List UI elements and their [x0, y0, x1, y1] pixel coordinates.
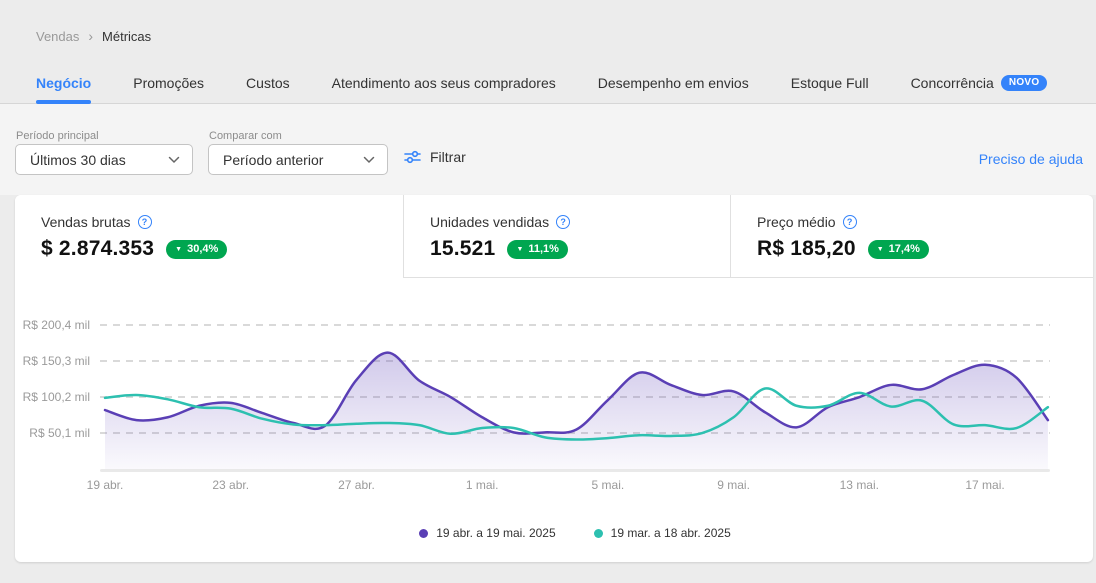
help-link[interactable]: Preciso de ajuda [978, 151, 1083, 167]
compare-label: Comparar com [209, 130, 282, 142]
card-label: Unidades vendidas [430, 214, 550, 230]
tab-custos[interactable]: Custos [246, 74, 290, 91]
legend-label: 19 abr. a 19 mai. 2025 [436, 526, 556, 540]
legend-dot-icon [593, 528, 603, 538]
card-value: 15.521 [430, 237, 496, 260]
sliders-icon [404, 150, 421, 164]
x-axis-tick-label: 19 abr. [86, 478, 124, 492]
arrow-down-icon [175, 243, 182, 255]
x-axis-tick-label: 1 mai. [465, 478, 499, 492]
card-value: R$ 185,20 [757, 237, 856, 260]
y-axis-tick-label: R$ 200,4 mil [22, 318, 90, 332]
chevron-down-icon [363, 156, 375, 163]
tab-bar: Negócio Promoções Custos Atendimento aos… [0, 62, 1096, 104]
help-icon[interactable] [137, 215, 152, 229]
arrow-down-icon [877, 243, 884, 255]
metrics-panel: Vendas brutas $ 2.874.353 30,4% Unidades… [15, 195, 1093, 562]
legend-dot-icon [419, 528, 429, 538]
legend-item: 19 mar. a 18 abr. 2025 [593, 526, 731, 540]
card-vendas-brutas[interactable]: Vendas brutas $ 2.874.353 30,4% [15, 195, 403, 278]
arrow-down-icon [516, 243, 523, 255]
y-axis-tick-label: R$ 150,3 mil [22, 354, 90, 368]
x-axis-tick-label: 27 abr. [338, 478, 375, 492]
period-label: Período principal [16, 130, 99, 142]
compare-select[interactable]: Período anterior [208, 144, 388, 175]
breadcrumb: Vendas Métricas [36, 28, 151, 44]
tab-desempenho-envios[interactable]: Desempenho em envios [597, 74, 749, 91]
breadcrumb-current: Métricas [102, 28, 152, 44]
tab-concorrencia[interactable]: Concorrência NOVO [911, 62, 1048, 104]
gridline [100, 360, 1050, 362]
card-label: Preço médio [757, 214, 836, 230]
delta-badge: 30,4% [166, 239, 228, 259]
chevron-down-icon [168, 156, 180, 163]
sales-comparison-chart [103, 351, 1050, 469]
period-select[interactable]: Últimos 30 dias [15, 144, 193, 175]
y-axis-tick-label: R$ 100,2 mil [22, 390, 90, 404]
series-area-fill [105, 352, 1048, 469]
card-unidades-vendidas[interactable]: Unidades vendidas 15.521 11,1% [403, 195, 731, 278]
x-axis-tick-label: 23 abr. [212, 478, 250, 492]
metric-cards: Vendas brutas $ 2.874.353 30,4% Unidades… [15, 195, 1093, 278]
tab-promocoes[interactable]: Promoções [133, 74, 205, 91]
gridline [100, 396, 1050, 398]
tab-estoque-full[interactable]: Estoque Full [790, 74, 869, 91]
novo-badge: NOVO [1000, 74, 1048, 91]
chevron-right-icon [88, 28, 93, 44]
legend-label: 19 mar. a 18 abr. 2025 [610, 526, 731, 540]
legend-item: 19 abr. a 19 mai. 2025 [419, 526, 556, 540]
card-preco-medio[interactable]: Preço médio R$ 185,20 17,4% [731, 195, 1093, 278]
gridline [100, 324, 1050, 326]
delta-badge: 17,4% [867, 239, 929, 259]
breadcrumb-vendas-link[interactable]: Vendas [36, 28, 80, 44]
y-axis-tick-label: R$ 50,1 mil [29, 426, 90, 440]
filters-bar: Período principal Últimos 30 dias Compar… [0, 104, 1096, 195]
x-axis-tick-label: 13 mai. [839, 478, 879, 492]
card-value: $ 2.874.353 [41, 237, 155, 260]
delta-badge: 11,1% [507, 239, 568, 259]
tab-atendimento[interactable]: Atendimento aos seus compradores [331, 74, 556, 91]
filter-button[interactable]: Filtrar [403, 148, 466, 166]
series-line [103, 387, 1050, 441]
card-label: Vendas brutas [41, 214, 131, 230]
chart-baseline [100, 469, 1050, 472]
chart-legend: 19 abr. a 19 mai. 2025 19 mar. a 18 abr. … [100, 526, 1050, 540]
x-axis-tick-label: 17 mai. [965, 478, 1005, 492]
tab-negocio[interactable]: Negócio [36, 62, 92, 104]
x-axis-tick-label: 5 mai. [591, 478, 625, 492]
help-icon[interactable] [556, 215, 571, 229]
x-axis-tick-label: 9 mai. [717, 478, 750, 492]
series-line [103, 351, 1050, 435]
help-icon[interactable] [842, 215, 857, 229]
